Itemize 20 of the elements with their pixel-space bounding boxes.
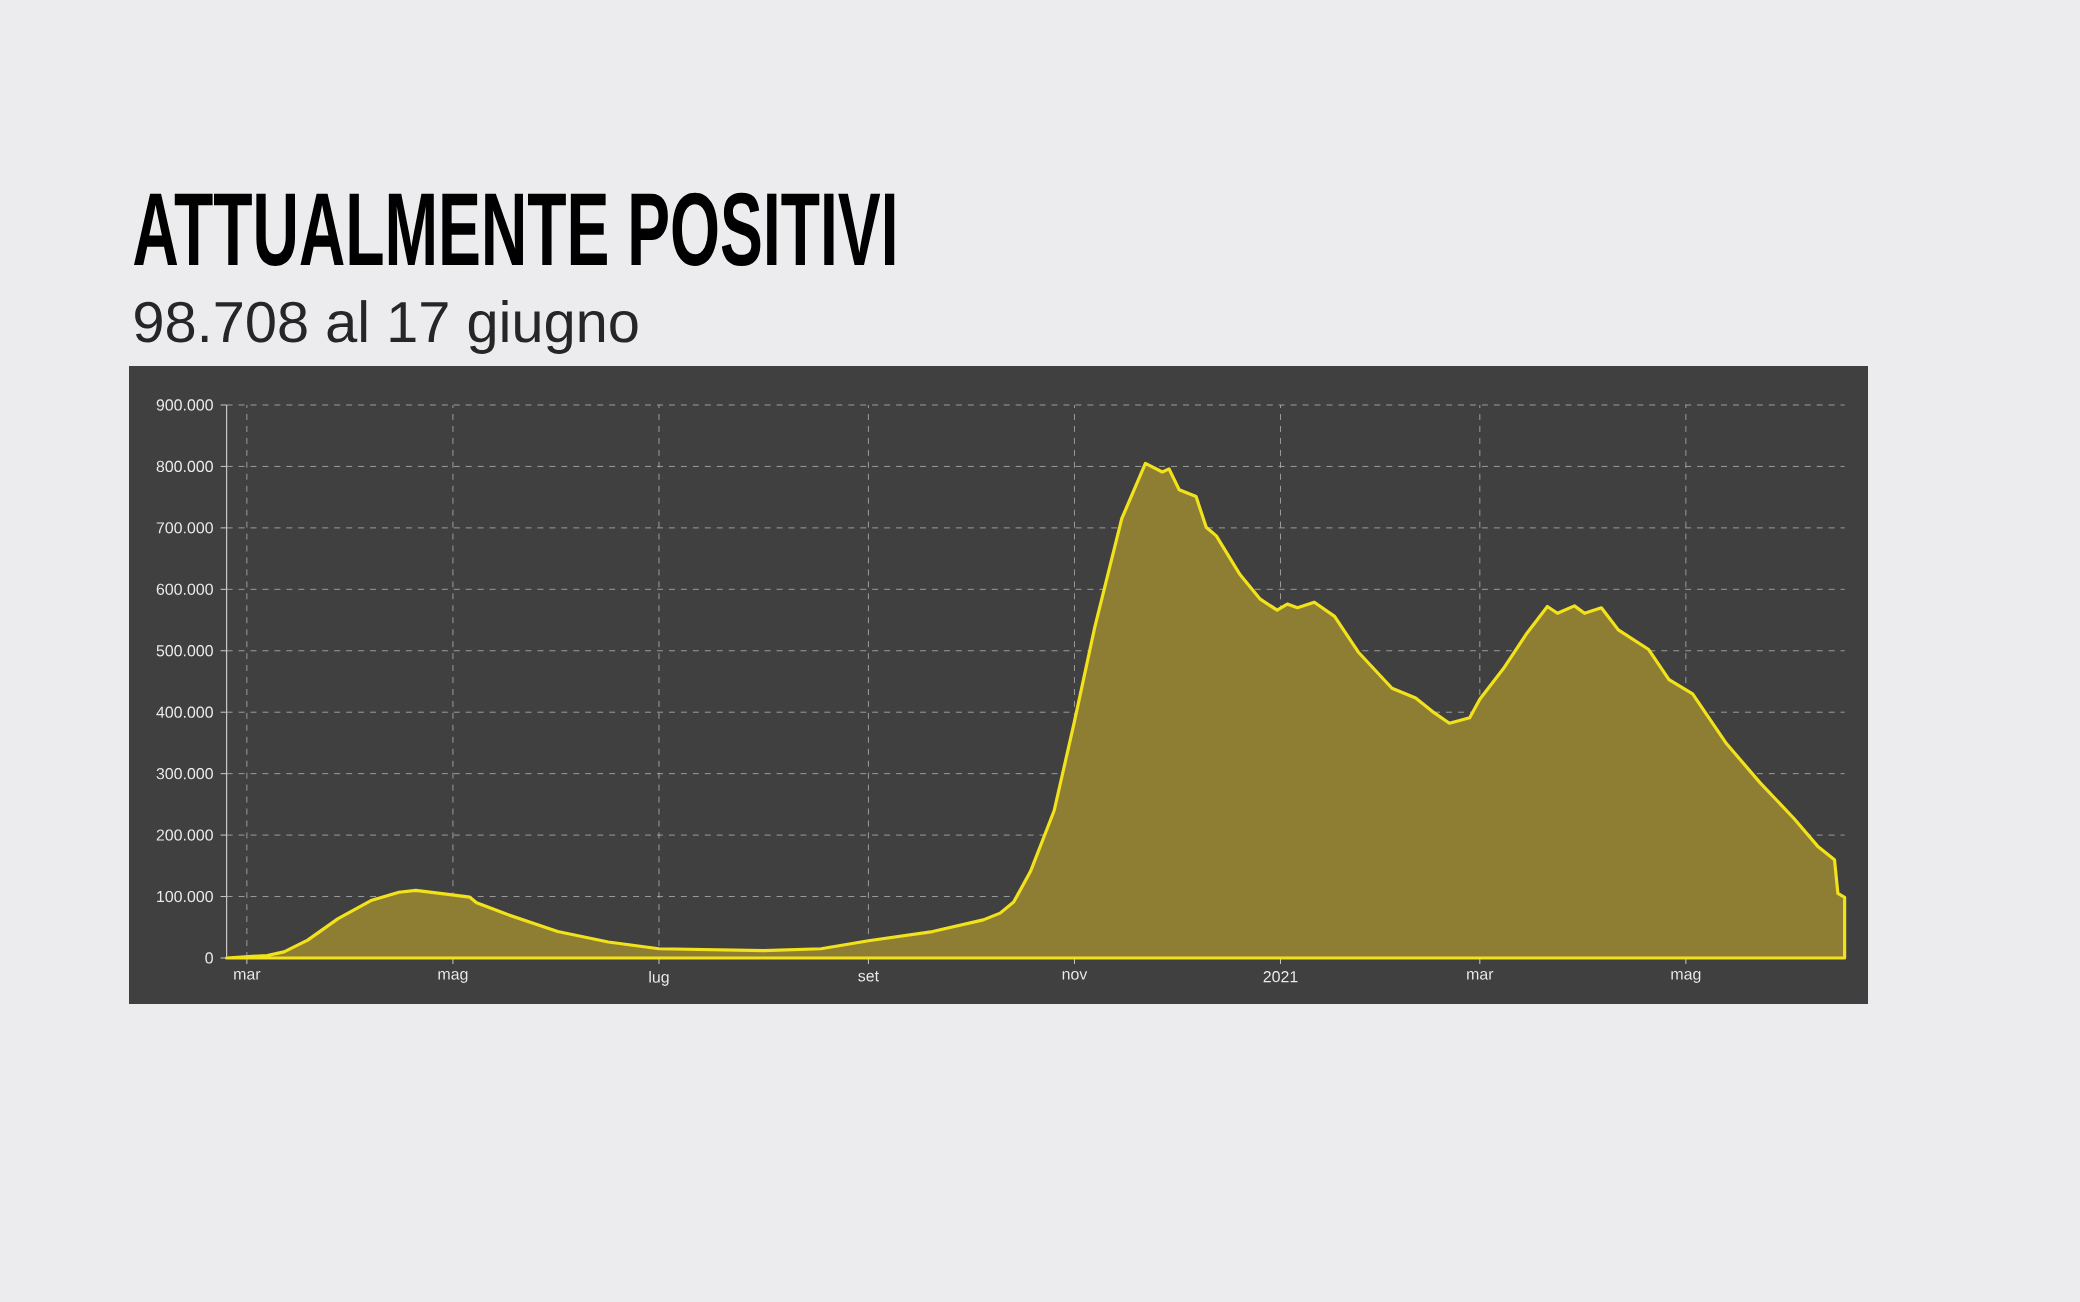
- y-tick-label: 600.000: [156, 583, 213, 595]
- y-tick-label: 700.000: [156, 522, 213, 534]
- x-tick-label: mag: [1671, 971, 1701, 983]
- y-tick-label: 300.000: [156, 768, 213, 780]
- x-tick-label: mag: [438, 971, 468, 983]
- y-tick-label: 100.000: [157, 890, 213, 903]
- y-tick-label: 200.000: [156, 829, 213, 841]
- chart-subtitle: 98.708 al 17 giugno: [135, 300, 638, 354]
- chart-title: ATTUALMENTE POSITIVI: [134, 192, 895, 266]
- x-tick-label: mar: [1467, 971, 1494, 980]
- y-tick-label: 500.000: [156, 645, 213, 657]
- x-tick-label: lug: [649, 971, 669, 986]
- x-tick-label: nov: [1062, 971, 1088, 980]
- y-tick-label: 800.000: [156, 460, 213, 473]
- x-tick-label: set: [858, 971, 879, 982]
- x-tick-label: mar: [234, 971, 261, 980]
- y-tick-label: 400.000: [156, 706, 213, 718]
- y-tick-label: 900.000: [156, 399, 213, 411]
- y-tick-label: 0: [205, 952, 213, 964]
- x-tick-label: 2021: [1263, 971, 1298, 983]
